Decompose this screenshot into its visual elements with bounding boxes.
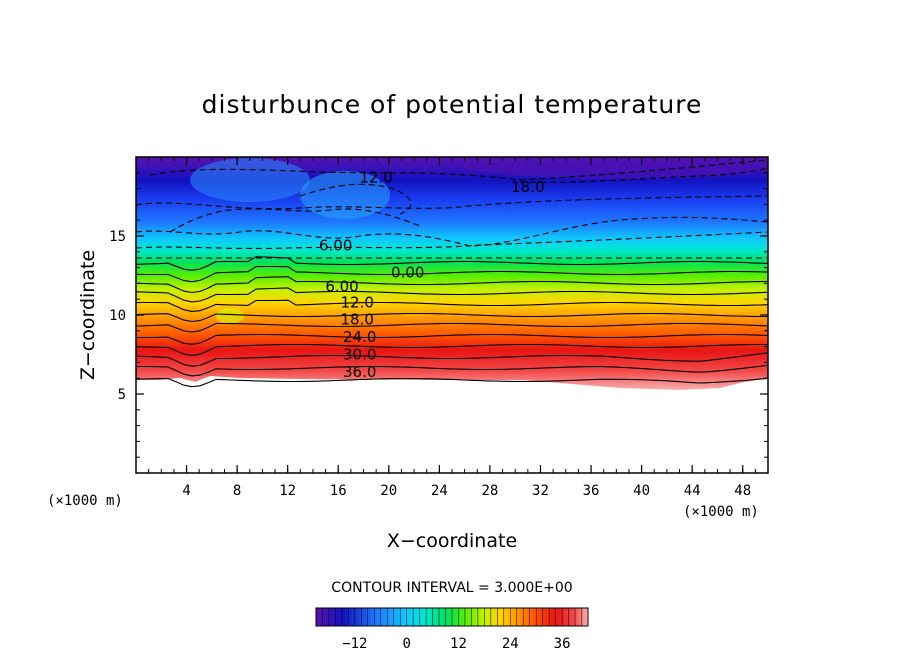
- contour-label-7: 6.00: [319, 236, 352, 254]
- x-tick-label-11: 48: [734, 483, 751, 499]
- contour-dashed-1: [136, 216, 768, 247]
- contour-dashed-3: [169, 208, 421, 233]
- contour-solid-1: [136, 364, 768, 377]
- contour-label-bg-8: [822, 213, 866, 229]
- contour-lines: [136, 159, 768, 388]
- x-tick-label-3: 16: [330, 483, 347, 499]
- contour-label-0: 36.0: [343, 363, 376, 381]
- colorbar-tick-label-4: 36: [554, 636, 571, 652]
- x-tick-label-8: 36: [583, 483, 600, 499]
- contour-solid-5: [136, 322, 768, 333]
- colorbar-tick-label-2: 12: [450, 636, 467, 652]
- x-tick-label-5: 24: [431, 483, 448, 499]
- y-tick-label-2: 15: [109, 229, 126, 245]
- x-axis: 4 8 12 16 20 24 28 32 36 40 44 48: [148, 157, 756, 499]
- colorbar-ticks: −12 0 12 24 36: [315, 608, 589, 652]
- x-tick-label-2: 12: [279, 483, 296, 499]
- x-axis-label: X−coordinate: [387, 530, 517, 552]
- purple-top-right: [460, 157, 768, 179]
- contour-solid-0: [136, 377, 768, 388]
- contour-solid-7: [136, 299, 768, 312]
- contour-solid-9: [136, 276, 768, 294]
- y-axis: 5 10 15: [109, 172, 768, 458]
- contour-solid-2: [136, 352, 768, 367]
- contour-label-8: 12.0: [827, 213, 860, 231]
- contour-label-5: 6.00: [325, 278, 358, 296]
- contour-interval-text: CONTOUR INTERVAL = 3.000E+00: [331, 580, 572, 596]
- contour-dashed-6: [519, 167, 768, 183]
- cold-core-left: [190, 158, 310, 202]
- colorbar-tick-label-1: 0: [402, 636, 410, 652]
- chart-title: disturbunce of potential temperature: [202, 90, 703, 119]
- warm-blob: [216, 308, 244, 324]
- x-tick-label-1: 8: [233, 483, 241, 499]
- x-tick-label-7: 32: [532, 483, 549, 499]
- contour-dashed-0: [136, 231, 768, 250]
- colorbar-tick-label-0: −12: [342, 636, 367, 652]
- contour-solid-4: [136, 333, 768, 345]
- contour-dashed-2: [136, 195, 768, 210]
- colorbar-tick-label-3: 24: [502, 636, 519, 652]
- x-unit-left: (×1000 m): [47, 493, 123, 509]
- plot-area: 36.030.024.018.012.06.000.006.0012.018.0…: [136, 157, 866, 390]
- contour-solid-10: [136, 265, 768, 283]
- contour-solid-11: [136, 256, 768, 271]
- contour-dashed-4: [299, 183, 412, 215]
- x-unit-right: (×1000 m): [683, 504, 759, 520]
- contour-solid-6: [136, 312, 768, 323]
- contour-label-6: 0.00: [391, 263, 424, 281]
- contour-label-3: 18.0: [340, 311, 373, 329]
- contour-solid-8: [136, 287, 768, 303]
- contour-labels: 36.030.024.018.012.06.000.006.0012.018.0…: [319, 169, 866, 381]
- temperature-field: [136, 157, 768, 390]
- contour-solid-3: [136, 343, 768, 356]
- contour-label-4: 12.0: [340, 293, 373, 311]
- y-axis-label: Z−coordinate: [77, 250, 99, 380]
- x-tick-label-0: 4: [182, 483, 190, 499]
- contour-label-9: 18.0: [511, 178, 544, 196]
- x-tick-label-9: 40: [633, 483, 650, 499]
- x-tick-label-6: 28: [481, 483, 498, 499]
- contour-label-2: 24.0: [343, 328, 376, 346]
- y-tick-label-1: 10: [109, 308, 126, 324]
- x-tick-label-10: 44: [684, 483, 701, 499]
- y-tick-label-0: 5: [118, 387, 126, 403]
- contour-label-1: 30.0: [343, 346, 376, 364]
- x-tick-label-4: 20: [380, 483, 397, 499]
- contour-label-10: 12.0: [359, 169, 392, 187]
